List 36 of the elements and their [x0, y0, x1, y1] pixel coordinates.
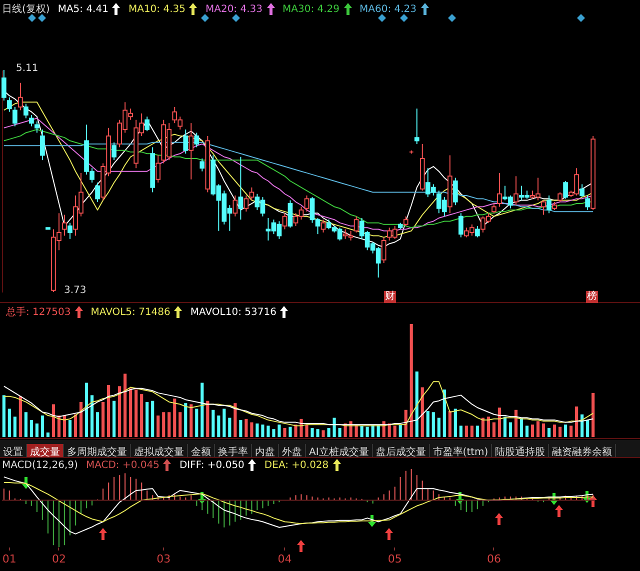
text: 市盈率(ttm) — [432, 446, 490, 459]
legend-label: DIFF: +0.050 — [179, 460, 244, 470]
text: 设置 — [2, 446, 24, 459]
text: 换手率 — [217, 446, 249, 459]
text: AI立桩成交量 — [308, 446, 370, 459]
text: 外盘 — [281, 446, 303, 459]
annotation: 榜 — [586, 291, 598, 303]
legend-label: 总手: 127503 — [6, 306, 71, 319]
text: 虚拟成交量 — [133, 446, 185, 459]
annotation: 3.73 — [64, 285, 86, 297]
legend-label: MAVOL5: 71486 — [90, 306, 170, 318]
annotation: 5.11 — [16, 63, 38, 75]
text: 金额 — [190, 446, 212, 459]
x-tick-label: 05 — [388, 552, 402, 566]
legend-label: MA60: 4.23 — [360, 4, 417, 14]
legend-label: MACD: +0.045 — [86, 460, 160, 470]
legend-label: MA5: 4.41 — [58, 4, 108, 14]
x-tick-label: 01 — [2, 552, 16, 566]
chart-title: MACD(12,26,9) — [2, 460, 78, 470]
x-tick-label: 02 — [52, 552, 66, 566]
text: 融资融券余额 — [551, 446, 614, 459]
annotation: 财 — [384, 291, 396, 303]
text: 盘后成交量 — [374, 446, 427, 459]
x-tick-label: 06 — [486, 552, 501, 566]
legend-label: MA10: 4.35 — [128, 4, 186, 14]
text: 内盘 — [254, 446, 276, 459]
legend-label: MA30: 4.29 — [282, 4, 340, 14]
x-tick-label: 03 — [156, 552, 171, 566]
chart-title: 日线(复权) — [2, 2, 50, 16]
legend-label: MAVOL10: 53716 — [190, 306, 276, 318]
text: 多周期成交量 — [66, 446, 128, 459]
text: 陆股通持股 — [494, 446, 546, 459]
x-tick-label: 04 — [278, 552, 292, 566]
text: 成交量 — [29, 446, 61, 459]
legend-label: MA20: 4.33 — [205, 4, 262, 14]
legend-label: DEA: +0.028 — [264, 460, 329, 470]
